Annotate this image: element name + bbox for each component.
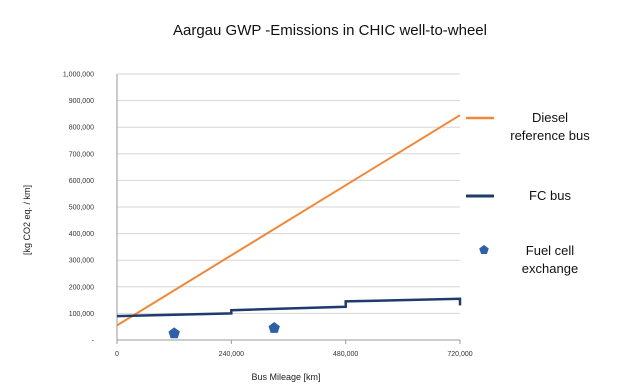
x-tick-label-1: 240,000 — [219, 351, 244, 358]
y-tick-label-8: 800,000 — [69, 125, 94, 132]
y-tick-label-3: 300,000 — [69, 258, 94, 265]
legend: Diesel reference bus FC bus Fuel cell exchan… — [466, 110, 590, 276]
x-tick-label-3: 720,000 — [447, 351, 472, 358]
y-tick-label-10: 1,000,000 — [63, 72, 94, 79]
legend-label-fuel-cell-exchange-0: Fuel cell — [526, 243, 575, 258]
legend-swatch-fuel-cell-exchange — [479, 245, 489, 254]
y-tick-label-4: 400,000 — [69, 231, 94, 238]
legend-label-diesel-reference-bus-1: reference bus — [510, 128, 590, 143]
x-axis-label: Bus Mileage [km] — [251, 372, 320, 382]
fuel-cell-exchange-marker-0 — [168, 327, 180, 339]
y-tick-label-9: 900,000 — [69, 98, 94, 105]
legend-label-fuel-cell-exchange-1: exchange — [522, 261, 578, 276]
y-axis-label: [kg CO2 eq. / km] — [22, 185, 32, 255]
fc-bus-line — [116, 297, 462, 318]
x-tick-label-2: 480,000 — [333, 351, 358, 358]
axes — [116, 74, 461, 344]
chart-title: Aargau GWP -Emissions in CHIC well-to-wh… — [173, 22, 487, 39]
y-tick-label-0: - — [92, 338, 95, 345]
y-tick-label-2: 200,000 — [69, 284, 94, 291]
x-tick-labels: 0 240,000 480,000 720,000 — [115, 351, 473, 358]
y-tick-label-6: 600,000 — [69, 178, 94, 185]
y-tick-label-5: 500,000 — [69, 205, 94, 212]
series-layer — [116, 114, 462, 339]
y-tick-label-7: 700,000 — [69, 151, 94, 158]
legend-label-fc-bus-0: FC bus — [529, 188, 571, 203]
fuel-cell-exchange-marker-1 — [268, 322, 280, 333]
y-tick-labels: - 100,000 200,000 300,000 400,000 500,000 600,… — [63, 72, 95, 345]
diesel-reference-bus-line — [116, 114, 461, 327]
grid-lines — [117, 73, 460, 314]
legend-label-diesel-reference-bus-0: Diesel — [532, 110, 568, 125]
x-tick-label-0: 0 — [115, 351, 119, 358]
y-tick-label-1: 100,000 — [69, 311, 94, 318]
